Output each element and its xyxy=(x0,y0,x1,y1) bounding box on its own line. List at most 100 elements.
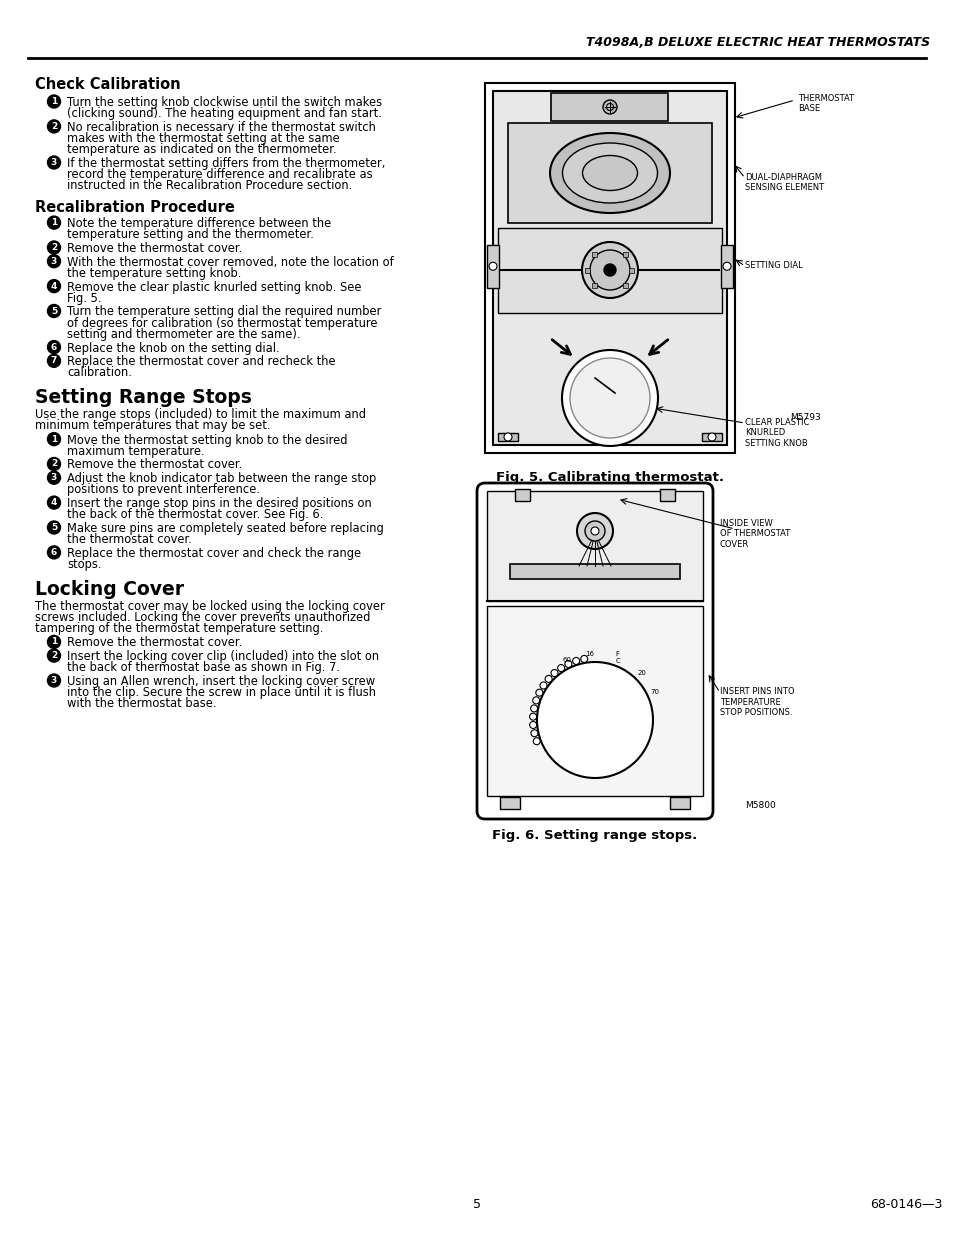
Text: Remove the thermostat cover.: Remove the thermostat cover. xyxy=(67,242,242,254)
Text: calibration.: calibration. xyxy=(67,367,132,379)
Bar xyxy=(497,433,517,441)
Circle shape xyxy=(529,721,537,729)
Bar xyxy=(659,489,675,501)
Circle shape xyxy=(590,527,598,535)
Text: Remove the thermostat cover.: Remove the thermostat cover. xyxy=(67,458,242,472)
Text: DUAL-DIAPHRAGM
SENSING ELEMENT: DUAL-DIAPHRAGM SENSING ELEMENT xyxy=(744,173,823,193)
Text: Fig. 5. Calibrating thermostat.: Fig. 5. Calibrating thermostat. xyxy=(496,471,723,484)
Circle shape xyxy=(48,254,60,268)
Text: 1: 1 xyxy=(51,435,57,443)
Circle shape xyxy=(48,241,60,254)
Text: INSERT PINS INTO
TEMPERATURE
STOP POSITIONS.: INSERT PINS INTO TEMPERATURE STOP POSITI… xyxy=(720,688,794,718)
Bar xyxy=(510,564,679,579)
Text: Replace the thermostat cover and check the range: Replace the thermostat cover and check t… xyxy=(67,547,361,559)
Circle shape xyxy=(707,433,716,441)
Text: 4: 4 xyxy=(51,282,57,290)
Circle shape xyxy=(577,513,613,550)
Ellipse shape xyxy=(562,143,657,203)
Circle shape xyxy=(558,664,564,672)
Text: makes with the thermostat setting at the same: makes with the thermostat setting at the… xyxy=(67,132,339,144)
Text: Fig. 5.: Fig. 5. xyxy=(67,291,101,305)
Circle shape xyxy=(569,358,649,438)
Bar xyxy=(486,245,498,288)
Text: 6: 6 xyxy=(51,342,57,352)
Text: Note the temperature difference between the: Note the temperature difference between … xyxy=(67,217,331,230)
Bar xyxy=(629,268,634,273)
Circle shape xyxy=(533,737,539,745)
Circle shape xyxy=(48,521,60,534)
Text: the back of thermostat base as shown in Fig. 7.: the back of thermostat base as shown in … xyxy=(67,661,339,674)
Circle shape xyxy=(551,669,558,677)
Circle shape xyxy=(602,100,617,114)
Circle shape xyxy=(48,279,60,293)
Text: Using an Allen wrench, insert the locking cover screw: Using an Allen wrench, insert the lockin… xyxy=(67,676,375,688)
Text: 1: 1 xyxy=(51,98,57,106)
Ellipse shape xyxy=(550,133,669,212)
Text: positions to prevent interference.: positions to prevent interference. xyxy=(67,483,260,496)
Text: Replace the thermostat cover and recheck the: Replace the thermostat cover and recheck… xyxy=(67,356,335,368)
Circle shape xyxy=(48,432,60,446)
Circle shape xyxy=(606,104,613,110)
Text: temperature as indicated on the thermometer.: temperature as indicated on the thermome… xyxy=(67,143,336,157)
Text: 5: 5 xyxy=(51,522,57,532)
Circle shape xyxy=(48,472,60,484)
Text: 4: 4 xyxy=(51,498,57,508)
Text: maximum temperature.: maximum temperature. xyxy=(67,445,204,458)
Bar xyxy=(486,492,702,601)
Circle shape xyxy=(531,730,537,737)
Text: 70: 70 xyxy=(650,689,659,695)
Text: Move the thermostat setting knob to the desired: Move the thermostat setting knob to the … xyxy=(67,433,347,447)
Text: into the clip. Secure the screw in place until it is flush: into the clip. Secure the screw in place… xyxy=(67,687,375,699)
Text: 2: 2 xyxy=(51,459,57,468)
Text: 60: 60 xyxy=(562,657,571,663)
Circle shape xyxy=(530,705,537,711)
Text: T4098A,B DELUXE ELECTRIC HEAT THERMOSTATS: T4098A,B DELUXE ELECTRIC HEAT THERMOSTAT… xyxy=(585,36,929,48)
Bar xyxy=(591,283,597,288)
Text: INSIDE VIEW
OF THERMOSTAT
COVER: INSIDE VIEW OF THERMOSTAT COVER xyxy=(720,519,789,548)
Text: M5800: M5800 xyxy=(744,802,775,810)
Text: 3: 3 xyxy=(51,158,57,167)
Text: with the thermostat base.: with the thermostat base. xyxy=(67,698,216,710)
Text: Recalibration Procedure: Recalibration Procedure xyxy=(35,200,234,215)
Text: 3: 3 xyxy=(51,676,57,685)
Bar xyxy=(622,252,627,257)
Text: 20: 20 xyxy=(637,671,645,677)
Text: setting and thermometer are the same).: setting and thermometer are the same). xyxy=(67,329,300,341)
Text: the back of the thermostat cover. See Fig. 6.: the back of the thermostat cover. See Fi… xyxy=(67,509,323,521)
Bar xyxy=(701,433,721,441)
Circle shape xyxy=(48,341,60,353)
Text: 2: 2 xyxy=(51,122,57,131)
Text: the temperature setting knob.: the temperature setting knob. xyxy=(67,267,241,280)
Text: minimum temperatures that may be set.: minimum temperatures that may be set. xyxy=(35,420,271,432)
Bar xyxy=(551,93,668,121)
Bar xyxy=(484,83,734,453)
Bar xyxy=(585,268,590,273)
Text: Insert the range stop pins in the desired positions on: Insert the range stop pins in the desire… xyxy=(67,498,372,510)
Text: tampering of the thermostat temperature setting.: tampering of the thermostat temperature … xyxy=(35,622,323,635)
Bar xyxy=(497,228,721,312)
Text: 5: 5 xyxy=(473,1198,480,1212)
Text: Remove the clear plastic knurled setting knob. See: Remove the clear plastic knurled setting… xyxy=(67,280,361,294)
Text: No recalibration is necessary if the thermostat switch: No recalibration is necessary if the the… xyxy=(67,121,375,133)
Text: Setting Range Stops: Setting Range Stops xyxy=(35,388,252,408)
Circle shape xyxy=(584,521,604,541)
Circle shape xyxy=(48,216,60,230)
Circle shape xyxy=(48,305,60,317)
Circle shape xyxy=(529,713,536,720)
Bar xyxy=(515,489,530,501)
Circle shape xyxy=(48,674,60,687)
Text: Replace the knob on the setting dial.: Replace the knob on the setting dial. xyxy=(67,342,279,354)
Circle shape xyxy=(564,661,571,667)
Circle shape xyxy=(48,650,60,662)
Text: Adjust the knob indicator tab between the range stop: Adjust the knob indicator tab between th… xyxy=(67,472,375,485)
Bar xyxy=(499,797,519,809)
Circle shape xyxy=(532,697,539,704)
Circle shape xyxy=(581,242,638,298)
Text: 3: 3 xyxy=(51,257,57,266)
Circle shape xyxy=(539,682,546,689)
Text: The thermostat cover may be locked using the locking cover: The thermostat cover may be locked using… xyxy=(35,600,384,613)
Text: With the thermostat cover removed, note the location of: With the thermostat cover removed, note … xyxy=(67,256,394,269)
Circle shape xyxy=(572,657,579,664)
Text: of degrees for calibration (so thermostat temperature: of degrees for calibration (so thermosta… xyxy=(67,316,377,330)
Text: Check Calibration: Check Calibration xyxy=(35,77,180,91)
